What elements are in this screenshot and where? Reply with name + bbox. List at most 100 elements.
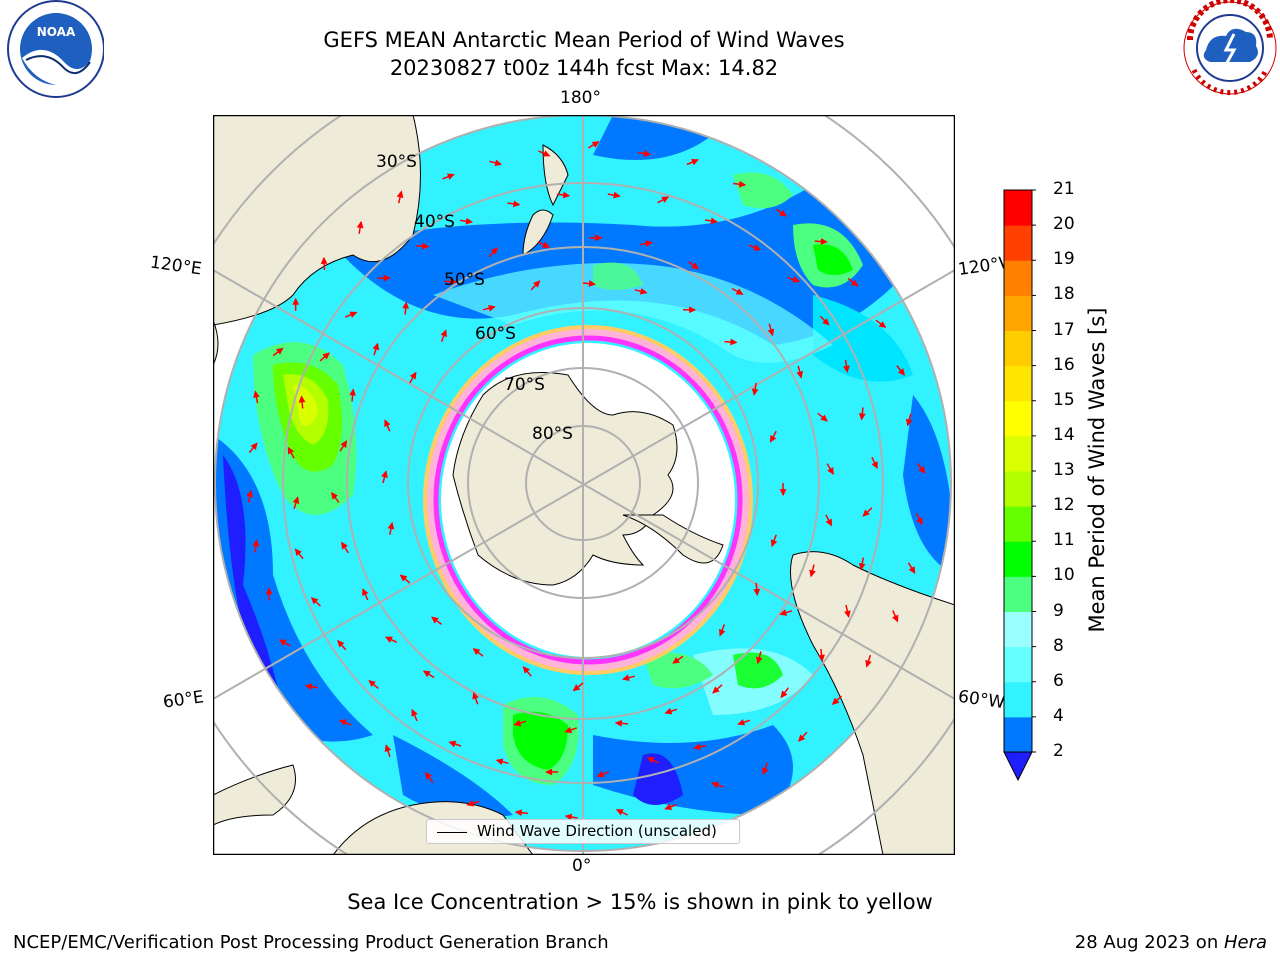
wave-direction-arrowhead <box>422 242 430 250</box>
wave-direction-arrowhead <box>710 217 719 225</box>
wave-direction-arrowhead <box>614 719 623 727</box>
legend-line-icon <box>437 832 467 833</box>
wave-direction-arrowhead <box>770 539 778 548</box>
wave-direction-arrowhead <box>402 301 410 309</box>
colorbar-tick-label: 18 <box>1053 284 1075 305</box>
wave-direction-arrowhead <box>425 771 432 780</box>
wave-direction-arrowhead <box>304 683 313 691</box>
lon-label-60e: 60°E <box>161 687 206 713</box>
wave-direction-arrowhead <box>820 238 828 245</box>
graticule <box>213 115 955 855</box>
lat-label-50s: 50°S <box>444 270 485 290</box>
wave-direction-arrowhead <box>265 587 273 595</box>
colorbar-segment <box>1004 611 1032 648</box>
nws-logo <box>1176 0 1280 100</box>
wave-direction-arrowhead <box>253 390 260 398</box>
wave-direction-arrowhead <box>672 656 680 664</box>
colorbar-segment <box>1004 330 1032 367</box>
colorbar-tick-label: 2 <box>1053 741 1064 761</box>
wave-direction-arrowhead <box>780 690 788 699</box>
wave-direction-arrowhead <box>490 247 499 255</box>
wave-direction-arrowhead <box>542 241 551 248</box>
wave-direction-arrowhead <box>761 767 769 776</box>
colorbar-segment <box>1004 541 1032 577</box>
wave-direction-arrowhead <box>643 150 652 157</box>
wave-direction-arrowhead <box>322 352 330 360</box>
wave-direction-arrowhead <box>878 321 887 328</box>
wave-direction-arrowhead <box>591 141 600 148</box>
lon-label-120e: 120°E <box>148 252 203 280</box>
lat-label-30s: 30°S <box>376 152 417 172</box>
wave-direction-arrowhead <box>645 240 653 247</box>
wave-direction-arrowhead <box>796 370 804 379</box>
wave-direction-arrowhead <box>753 244 762 251</box>
wave-direction-arrowhead <box>381 470 388 478</box>
wave-direction-arrowhead <box>779 609 788 616</box>
wave-direction-arrowhead <box>905 418 913 427</box>
wave-direction-arrowhead <box>664 803 673 810</box>
wave-direction-arrowhead <box>320 256 328 265</box>
colorbar-segment <box>1004 471 1032 507</box>
wave-direction-arrowhead <box>472 648 481 656</box>
colorbar-segment <box>1004 400 1032 437</box>
wave-direction-arrowhead <box>465 217 474 225</box>
wind-wave-arrows <box>246 141 926 821</box>
lat-label-80s: 80°S <box>532 424 573 444</box>
wave-direction-arrowhead <box>494 159 503 167</box>
wave-direction-arrowhead <box>865 659 872 668</box>
wave-direction-arrowhead <box>310 597 319 605</box>
wave-direction-arrowhead <box>689 306 697 314</box>
wave-direction-arrowhead <box>916 517 923 526</box>
wave-direction-arrowhead <box>275 347 284 355</box>
wave-direction-arrowhead <box>588 280 597 287</box>
wave-direction-arrowhead <box>431 616 439 624</box>
wave-direction-arrowhead <box>294 548 302 556</box>
wave-direction-arrowhead <box>440 329 447 338</box>
wave-direction-arrowhead <box>822 318 830 326</box>
wave-direction-arrowhead <box>908 566 916 574</box>
wave-direction-arrowhead <box>613 191 621 199</box>
wave-direction-arrowhead <box>831 697 840 705</box>
wave-direction-arrowhead <box>711 781 719 789</box>
wave-direction-arrowhead <box>827 467 834 475</box>
wave-direction-arrowhead <box>693 743 701 751</box>
svg-text:NOAA: NOAA <box>37 25 76 39</box>
wave-direction-arrowhead <box>387 521 395 530</box>
wave-direction-arrowhead <box>384 744 392 753</box>
lat-label-40s: 40°S <box>414 212 455 232</box>
colorbar-tick-label: 10 <box>1053 565 1075 586</box>
wave-direction-arrowhead <box>595 234 603 242</box>
wave-direction-arrowhead <box>564 813 573 821</box>
wave-direction-arrowhead <box>691 158 699 166</box>
lon-label-180: 180° <box>560 88 601 108</box>
wave-direction-arrowhead <box>472 691 479 700</box>
wave-direction-arrowhead <box>779 209 787 217</box>
wave-direction-arrowhead <box>368 679 376 688</box>
wave-direction-arrowhead <box>767 328 775 337</box>
wave-direction-arrowhead <box>349 311 358 318</box>
wave-direction-arrowhead <box>621 674 630 682</box>
colorbar-tick-label: 11 <box>1053 530 1075 551</box>
wave-direction-arrowhead <box>809 569 816 578</box>
wave-direction-arrowhead <box>250 442 258 450</box>
colorbar-tick-label: 13 <box>1053 460 1075 480</box>
wave-direction-arrowhead <box>844 610 851 618</box>
colorbar-segment <box>1004 506 1032 542</box>
colorbar-segment <box>1004 225 1032 261</box>
colorbar-segment <box>1004 190 1032 226</box>
wave-direction-arrowhead <box>409 371 417 380</box>
wave-direction-arrowhead <box>661 196 670 203</box>
wave-direction-arrowhead <box>292 496 300 505</box>
wave-direction-arrowhead <box>769 434 777 443</box>
wave-direction-arrowhead <box>753 588 761 597</box>
colorbar-tick-label: 16 <box>1053 354 1075 375</box>
wave-direction-arrowhead <box>466 799 475 807</box>
wave-direction-arrowhead <box>843 365 850 373</box>
wave-direction-arrowhead <box>522 666 530 674</box>
footer-date-text: 28 Aug 2023 on <box>1074 932 1224 953</box>
wave-direction-arrowhead <box>691 262 700 270</box>
wave-direction-arrowhead <box>252 539 260 547</box>
colorbar-segment <box>1004 365 1032 402</box>
lon-label-60w: 60°W <box>956 686 1007 714</box>
wave-direction-arrowhead <box>396 190 404 199</box>
